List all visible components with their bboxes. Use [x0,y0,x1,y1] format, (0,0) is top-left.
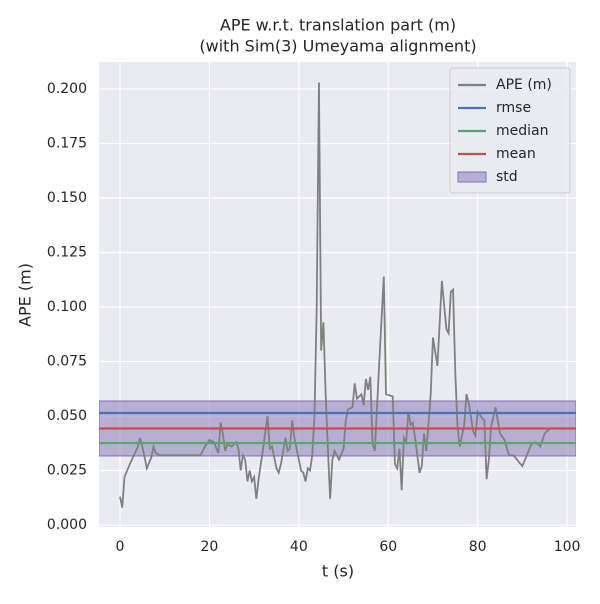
x-tick-label: 80 [469,539,487,555]
x-tick-label: 40 [290,539,308,555]
y-axis-label: APE (m) [16,263,35,327]
x-tick-label: 0 [116,539,125,555]
legend-label: mean [496,146,536,162]
chart-title: APE w.r.t. translation part (m) [220,16,456,35]
x-tick-label: 60 [379,539,397,555]
legend-box [449,67,571,194]
legend-label: std [496,169,518,185]
y-tick-label: 0.100 [47,299,87,315]
legend-swatch [457,171,487,183]
x-tick-label: 100 [554,539,581,555]
chart-subtitle: (with Sim(3) Umeyama alignment) [199,37,476,56]
plot-layer [99,82,576,508]
legend-label: APE (m) [496,77,552,93]
legend-label: rmse [496,100,531,116]
y-tick-label: 0.000 [47,517,87,533]
y-tick-label: 0.025 [47,463,87,479]
y-tick-label: 0.175 [47,136,87,152]
legend-label: median [496,123,548,139]
y-tick-label: 0.150 [47,190,87,206]
x-axis-label: t (s) [322,562,354,581]
y-tick-label: 0.125 [47,245,87,261]
y-tick-label: 0.050 [47,408,87,424]
y-tick-label: 0.200 [47,81,87,97]
y-tick-label: 0.075 [47,354,87,370]
x-tick-label: 20 [201,539,219,555]
